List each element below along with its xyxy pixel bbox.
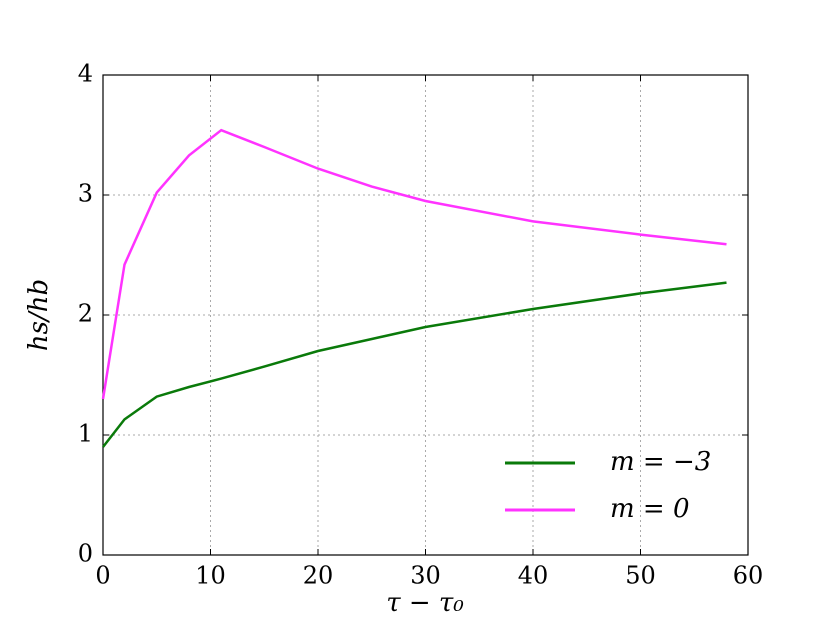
y-tick-label: 0	[78, 540, 93, 568]
y-tick-label: 3	[78, 180, 93, 208]
plot-frame	[102, 74, 749, 556]
x-tick-label: 0	[95, 562, 110, 590]
y-tick-label: 4	[78, 60, 93, 88]
legend-label: m = 0	[610, 494, 690, 524]
legend-label: m = −3	[610, 447, 711, 477]
y-axis-label: hs/hb	[24, 279, 54, 351]
data-line	[101, 128, 727, 400]
x-tick-label: 20	[303, 562, 334, 590]
x-tick-label: 40	[518, 562, 549, 590]
y-tick-label: 2	[78, 300, 93, 328]
y-tick-label: 1	[78, 420, 93, 448]
x-tick-label: 60	[733, 562, 764, 590]
x-tick-label: 50	[625, 562, 656, 590]
x-tick-label: 30	[410, 562, 441, 590]
x-tick-label: 10	[195, 562, 226, 590]
x-axis-label: τ − τ₀	[386, 588, 464, 618]
data-line	[102, 281, 727, 448]
